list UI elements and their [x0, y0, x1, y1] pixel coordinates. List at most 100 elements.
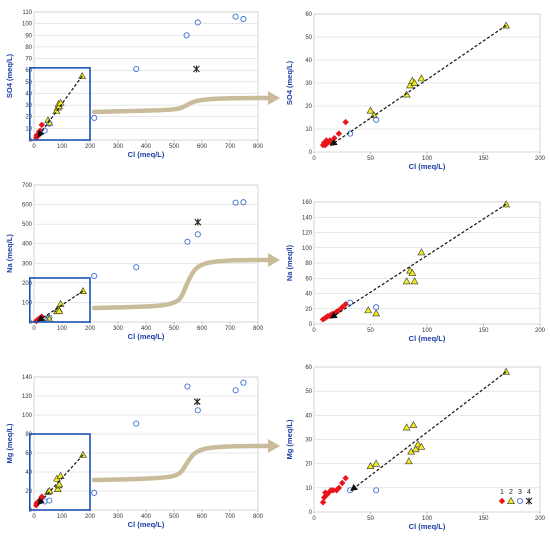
x-tick-label: 800 [253, 326, 264, 332]
y-tick-label: 10 [305, 127, 312, 133]
y-tick-label: 80 [25, 432, 32, 438]
y-tick-label: 160 [302, 200, 313, 206]
series-2-point [417, 248, 426, 256]
y-tick-label: 500 [22, 222, 33, 228]
series-3-point [373, 304, 380, 311]
y-tick-label: 110 [22, 10, 32, 16]
x-tick-label: 800 [253, 144, 264, 150]
y-tick-label: 30 [25, 103, 32, 109]
series-3-point [133, 420, 140, 427]
x-tick-label: 800 [253, 514, 264, 520]
series-2-point [417, 442, 426, 450]
x-tick-label: 0 [32, 326, 36, 332]
series-3-point [91, 114, 98, 121]
y-tick-label: 0 [309, 150, 313, 156]
legend-label: 4 [527, 489, 531, 496]
y-tick-label: 60 [25, 68, 32, 74]
panel-na-full: 0 100 200 300 400 500 600 700 0 100 200 300 400 500 60… [5, 183, 264, 341]
y-tick-label: 140 [302, 215, 313, 221]
x-tick-label: 300 [113, 144, 124, 150]
y-tick-label: 50 [25, 80, 32, 86]
series-3-point [194, 407, 201, 414]
y-tick-label: 120 [22, 394, 33, 400]
x-tick-label: 100 [57, 514, 68, 520]
x-tick-label: 500 [169, 144, 180, 150]
series-2-point [364, 306, 373, 314]
series-3-point [232, 199, 239, 206]
x-axis-label: Cl (meq/L) [409, 162, 446, 171]
series-3-point [373, 116, 380, 123]
series-1-point [339, 304, 346, 311]
series-2-point [408, 268, 417, 276]
x-tick-label: 100 [57, 326, 68, 332]
panel-mg-zoom: 0 10 20 30 40 50 60 0 50 100 150 200 Cl (meq/L) Mg (m… [285, 365, 546, 531]
series-2-point [411, 445, 420, 453]
x-tick-label: 0 [312, 156, 316, 162]
series-2-point [405, 457, 413, 465]
series-1-point [335, 484, 343, 492]
y-tick-label: 70 [25, 57, 32, 63]
y-tick-label: 0 [29, 320, 33, 326]
legend-marker-1 [498, 497, 506, 505]
legend-marker-3 [516, 497, 524, 505]
series-2-point [55, 307, 64, 314]
legend-label: 3 [518, 489, 522, 496]
trend-line [350, 371, 507, 492]
legend-label: 2 [509, 489, 513, 496]
series-1-point [319, 499, 327, 506]
series-3-point [232, 387, 239, 394]
x-tick-label: 50 [367, 516, 374, 522]
y-tick-label: 0 [309, 322, 313, 328]
series-3-point [240, 199, 247, 206]
x-tick-label: 300 [113, 514, 124, 520]
x-axis-label: Cl (meq/L) [409, 522, 446, 531]
y-tick-label: 40 [25, 470, 32, 476]
x-tick-label: 50 [367, 156, 374, 162]
x-tick-label: 0 [312, 328, 316, 334]
y-tick-label: 30 [305, 81, 312, 87]
x-tick-label: 500 [169, 326, 180, 332]
series-3-point [133, 264, 140, 271]
series-1-point [342, 474, 349, 482]
series-3-point [46, 314, 53, 321]
legend-marker-2 [507, 496, 515, 504]
y-axis-label: Mg (meq/L) [5, 423, 14, 463]
y-tick-label: 40 [305, 58, 312, 64]
y-tick-label: 60 [25, 451, 32, 457]
y-tick-label: 100 [22, 22, 33, 28]
y-tick-label: 20 [305, 462, 312, 468]
series-1-point [330, 487, 337, 494]
x-tick-label: 100 [422, 156, 433, 162]
zoom-box [28, 433, 91, 511]
trend-line [37, 454, 84, 506]
panel-na-zoom: 0 20 40 60 80 100 120 140 160 0 50 100 150 200 Cl (meq… [285, 200, 546, 343]
zoom-box [28, 277, 91, 323]
series-2-point [402, 277, 411, 285]
y-tick-label: 700 [22, 183, 33, 189]
x-axis-label: Cl (meq/L) [409, 334, 446, 343]
series-2-point [372, 459, 381, 467]
trend-line [37, 75, 83, 138]
x-tick-label: 150 [478, 156, 489, 162]
x-tick-label: 200 [535, 516, 546, 522]
x-tick-label: 0 [312, 516, 316, 522]
series-2-point [55, 480, 64, 488]
y-tick-label: 300 [22, 261, 33, 267]
series-3-point [184, 383, 191, 390]
x-tick-label: 200 [85, 326, 96, 332]
series-2-point [417, 74, 426, 82]
y-tick-label: 60 [305, 276, 312, 282]
series-3-point [46, 497, 53, 504]
x-tick-label: 400 [141, 144, 152, 150]
x-tick-label: 700 [225, 144, 236, 150]
x-tick-label: 600 [197, 144, 208, 150]
series-3-point [240, 15, 247, 23]
y-axis-label: Na (meq/L) [5, 234, 14, 273]
series-3-point [184, 238, 191, 245]
x-tick-label: 150 [478, 328, 489, 334]
series-1-point [335, 130, 343, 137]
zoom-box [28, 67, 91, 141]
y-tick-label: 100 [302, 246, 313, 252]
